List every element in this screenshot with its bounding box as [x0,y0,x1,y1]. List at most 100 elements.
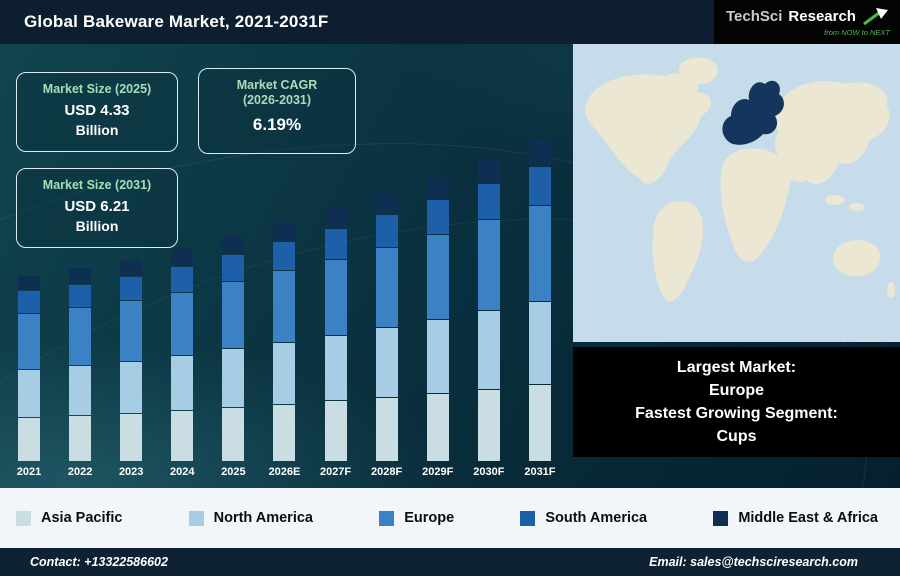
bar-segment-europe [273,271,296,342]
bars-row: 2021 2022 2023 2024 2025 2026E 2027F 2028F 2029F… [12,140,557,478]
continent-south-america [652,201,704,302]
bar-segment-europe [222,282,245,349]
bar-segment-middle-east-africa [222,236,245,254]
bar-segment-asia-pacific [375,397,398,461]
legend-label: North America [213,510,313,526]
bar-segment-south-america [222,254,245,282]
bar-segment-south-america [426,199,449,234]
bar-segment-middle-east-africa [18,276,40,291]
bar-segment-north-america [171,355,194,411]
legend-item-asia-pacific: Asia Pacific [16,510,122,526]
bar-segment-middle-east-africa [120,260,143,276]
bar-segment-asia-pacific [426,393,449,461]
bar-stack [528,140,551,461]
bar-column-2024: 2024 [165,248,199,478]
continent-north-america [585,73,712,185]
bar-segment-south-america [477,183,500,220]
legend-label: Europe [404,510,455,526]
x-axis-label: 2022 [67,466,93,478]
bar-stack [375,192,398,461]
legend-swatch [713,510,729,526]
legend-label: Asia Pacific [41,510,123,526]
bar-segment-middle-east-africa [324,208,347,229]
card-value: USD 6.21 [64,198,130,215]
bar-segment-europe [375,247,398,327]
legend-item-europe: Europe [379,510,454,526]
bar-segment-south-america [324,229,347,260]
market-cagr-card: Market CAGR (2026-2031) 6.19% [198,68,356,154]
x-axis-label: 2021 [16,466,42,478]
bar-segment-europe [477,220,500,311]
bar-segment-middle-east-africa [69,268,92,284]
x-axis-label: 2024 [170,466,195,478]
chart-legend: Asia Pacific North America Europe South Ame… [0,488,900,548]
bar-segment-europe [120,301,143,361]
bar-segment-north-america [222,349,245,407]
caption-line: Fastest Growing Segment: [635,405,838,422]
continent-africa [720,148,791,262]
market-size-2031-card: Market Size (2031) USD 6.21 Billion [16,168,178,248]
bar-column-2023: 2023 [114,260,148,478]
bar-segment-middle-east-africa [426,176,449,199]
x-axis-label: 2023 [118,466,144,478]
legend-swatch [16,510,31,526]
bar-segment-middle-east-africa [273,222,296,242]
card-value: 6.19% [252,115,302,134]
bar-segment-north-america [426,319,449,393]
bar-stack [426,176,449,461]
bar-segment-europe [69,308,92,365]
bar-segment-north-america [477,311,500,389]
bar-chart: 2021 2022 2023 2024 2025 2026E 2027F 2028F 2029F… [0,44,573,488]
legend-swatch [520,510,536,526]
bar-segment-south-america [120,276,143,301]
bar-segment-north-america [375,327,398,397]
legend-item-middle-east-africa: Middle East & Africa [713,510,878,526]
world-map [573,44,900,342]
bar-segment-south-america [528,166,551,206]
legend-label: Middle East & Africa [738,510,878,526]
bar-segment-middle-east-africa [375,192,398,215]
bar-segment-north-america [324,335,347,401]
bar-segment-europe [426,234,449,319]
legend-item-north-america: North America [188,510,313,526]
bar-column-2028F: 2028F [370,192,404,478]
islands-southeast-asia [825,195,845,205]
legend-swatch [188,510,204,526]
logo-name-1: TechSci [726,8,783,25]
page-title: Global Bakeware Market, 2021-2031F [24,12,329,31]
contact-phone: Contact: +13322586602 [30,555,168,569]
world-map-panel [573,44,900,342]
card-unit: Billion [75,218,119,234]
caption-line: Cups [716,428,757,445]
card-title: Market CAGR [236,78,318,92]
card-unit: Billion [75,122,119,138]
bar-segment-asia-pacific [528,385,551,461]
caption-line: Europe [708,382,765,399]
bar-segment-asia-pacific [222,407,245,461]
x-axis-label: 2026E [268,466,301,478]
bar-segment-asia-pacific [324,401,347,461]
bar-stack [18,276,40,461]
bar-column-2022: 2022 [63,268,97,478]
card-title: Market Size (2031) [42,178,152,192]
bar-segment-europe [18,314,40,369]
bar-segment-middle-east-africa [171,248,194,266]
bar-stack [273,222,296,461]
bar-segment-south-america [273,242,296,271]
footer-bar: Contact: +13322586602 Email: sales@techs… [0,548,900,576]
bar-segment-europe [324,260,347,335]
bar-stack [120,260,143,461]
islands-new-zealand [887,282,895,298]
bar-stack [324,208,347,461]
bar-segment-asia-pacific [120,413,143,461]
bar-stack [69,268,92,461]
contact-email: Email: sales@techsciresearch.com [649,555,858,569]
bar-stack [222,236,245,461]
legend-label: South America [545,510,648,526]
x-axis-label: 2031F [524,466,556,478]
x-axis-label: 2025 [221,466,246,478]
bar-segment-north-america [528,301,551,385]
card-value: USD 4.33 [64,102,130,119]
market-highlight-box: Largest Market: Europe Fastest Growing S… [573,347,900,457]
